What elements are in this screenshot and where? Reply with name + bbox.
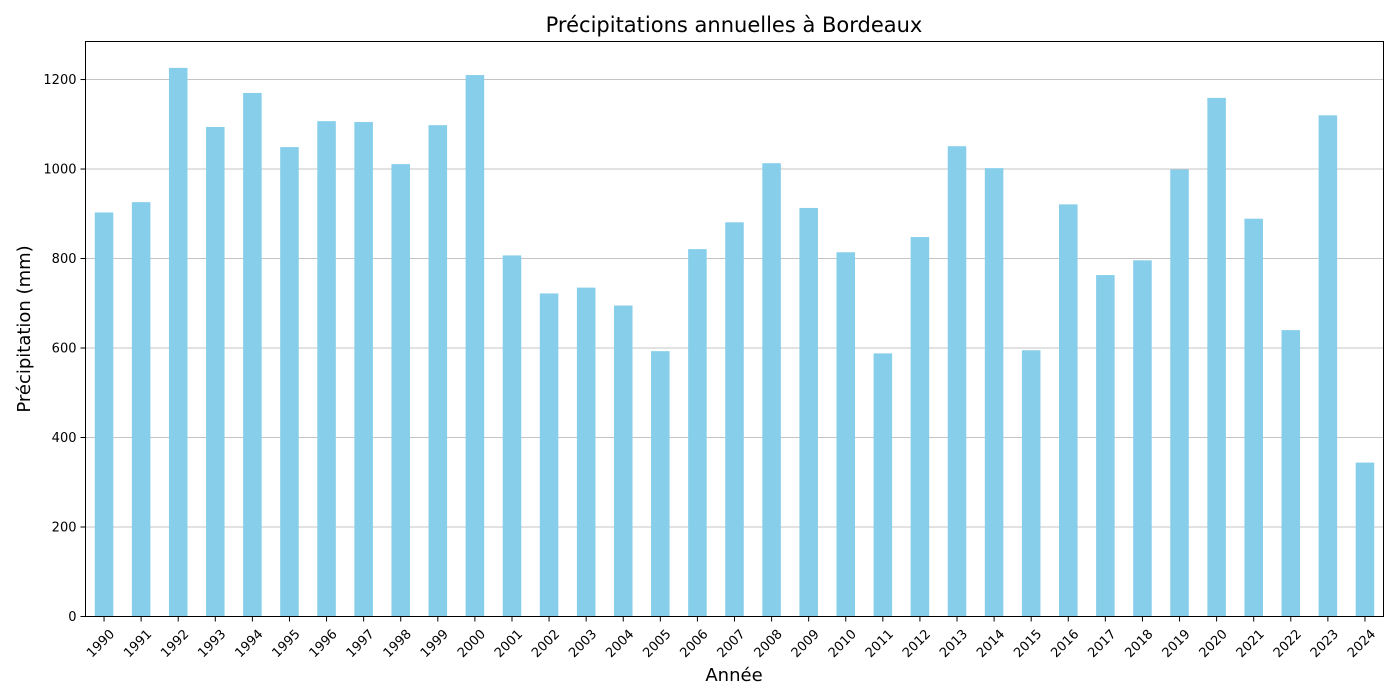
x-tick-label: 2011 <box>863 627 897 661</box>
bar-1999 <box>428 125 448 617</box>
y-tick-label: 400 <box>52 431 77 446</box>
y-tick-label: 1000 <box>43 163 76 178</box>
x-tick-label: 2015 <box>1011 627 1045 661</box>
x-tick-label: 2013 <box>937 627 971 661</box>
bar-2014 <box>984 168 1004 617</box>
bar-1991 <box>131 202 151 617</box>
bar-2022 <box>1281 330 1301 617</box>
bar-2023 <box>1318 115 1338 617</box>
x-tick-label: 2009 <box>789 627 823 661</box>
x-tick-label: 2020 <box>1197 627 1231 661</box>
x-tick-label: 2007 <box>715 627 749 661</box>
bar-1993 <box>206 126 225 617</box>
bar-2024 <box>1355 462 1375 617</box>
bar-1994 <box>243 92 262 617</box>
x-tick-label: 1999 <box>418 627 452 661</box>
bar-2015 <box>1021 350 1041 617</box>
y-tick-label: 800 <box>52 252 77 267</box>
y-tick-label: 200 <box>52 521 77 536</box>
x-tick-label: 2008 <box>752 627 786 661</box>
bar-2013 <box>947 146 967 617</box>
x-tick-label: 1996 <box>307 627 341 661</box>
y-axis-label: Précipitation (mm) <box>14 245 35 412</box>
bar-2018 <box>1133 260 1152 617</box>
x-tick-label: 2006 <box>677 627 711 661</box>
bar-2003 <box>576 287 596 617</box>
y-tick-label: 1200 <box>43 73 76 88</box>
bar-2021 <box>1244 218 1263 617</box>
x-tick-label: 2019 <box>1160 627 1194 661</box>
bar-2002 <box>539 293 559 617</box>
bar-2006 <box>688 249 707 617</box>
x-tick-label: 1991 <box>121 627 155 661</box>
bar-2005 <box>651 351 670 617</box>
x-tick-label: 2014 <box>974 627 1008 661</box>
chart-title: Précipitations annuelles à Bordeaux <box>546 13 923 37</box>
y-axis-ticks: 0 200 400 600 800 1000 1200 <box>43 73 86 625</box>
bar-2012 <box>910 237 930 617</box>
x-tick-label: 1993 <box>195 627 229 661</box>
x-tick-label: 1995 <box>270 627 304 661</box>
bar-2020 <box>1207 97 1226 617</box>
x-tick-label: 2000 <box>455 627 489 661</box>
x-tick-label: 2023 <box>1308 627 1342 661</box>
bar-2009 <box>799 207 818 617</box>
x-axis-label: Année <box>705 665 762 686</box>
bar-1996 <box>317 121 336 617</box>
bar-1995 <box>280 147 299 617</box>
x-axis-ticks: 1990 1991 1992 1993 1994 1995 1996 1997 1998 1999… <box>84 616 1379 661</box>
x-tick-label: 2001 <box>492 627 526 661</box>
x-tick-label: 2016 <box>1048 627 1082 661</box>
bar-2017 <box>1096 275 1115 617</box>
x-tick-label: 2024 <box>1345 627 1379 661</box>
x-tick-label: 2010 <box>826 627 860 661</box>
bar-1990 <box>94 212 114 617</box>
x-tick-label: 2021 <box>1234 627 1268 661</box>
y-tick-label: 0 <box>68 610 76 625</box>
x-tick-label: 2005 <box>640 627 674 661</box>
bar-2000 <box>465 75 485 617</box>
x-tick-label: 2017 <box>1085 627 1119 661</box>
bar-1992 <box>168 67 188 617</box>
bar-2010 <box>836 252 856 617</box>
x-tick-label: 2022 <box>1271 627 1305 661</box>
x-tick-label: 1998 <box>381 627 415 661</box>
y-tick-label: 600 <box>52 342 77 357</box>
x-tick-label: 2012 <box>900 627 934 661</box>
x-tick-label: 2003 <box>566 627 600 661</box>
x-tick-label: 1992 <box>158 627 192 661</box>
x-tick-label: 2004 <box>603 627 637 661</box>
bar-2019 <box>1170 169 1189 617</box>
x-tick-label: 1994 <box>232 627 266 661</box>
bar-2016 <box>1059 204 1078 617</box>
bar-1998 <box>391 164 410 617</box>
bars <box>94 67 1375 617</box>
x-tick-label: 1990 <box>84 627 118 661</box>
x-tick-label: 2002 <box>529 627 563 661</box>
bar-1997 <box>354 122 373 617</box>
x-tick-label: 1997 <box>344 627 378 661</box>
bar-2001 <box>502 255 522 617</box>
bar-2004 <box>613 305 633 617</box>
bar-2007 <box>725 222 744 617</box>
bar-2008 <box>762 163 781 617</box>
x-tick-label: 2018 <box>1122 627 1156 661</box>
bar-2011 <box>873 353 893 617</box>
